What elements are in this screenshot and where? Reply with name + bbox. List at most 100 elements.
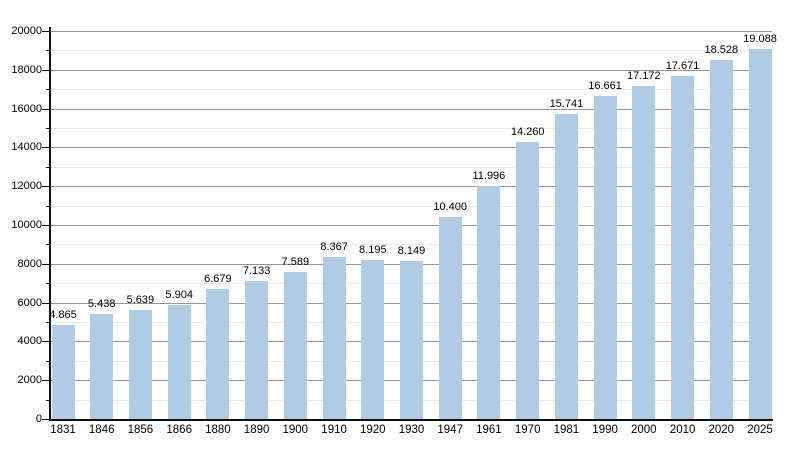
- bar: [516, 142, 540, 419]
- major-gridline: [51, 225, 772, 226]
- x-axis-tick-label: 1900: [282, 424, 309, 436]
- y-axis-major-tick: [42, 108, 50, 110]
- x-axis-tick-label: 1990: [592, 424, 618, 436]
- bar: [167, 304, 191, 419]
- y-axis-minor-tick: [46, 283, 50, 285]
- major-gridline: [51, 147, 772, 149]
- bar-value-label: 19.088: [743, 32, 777, 45]
- x-axis-tick-label: 1970: [514, 424, 541, 436]
- x-axis-tick-label: 1846: [88, 424, 115, 436]
- y-axis-minor-tick: [46, 360, 50, 362]
- bar: [361, 260, 385, 419]
- bar-value-label: 18.528: [704, 43, 739, 56]
- x-axis-tick-label: 2025: [747, 424, 773, 436]
- bar-value-label: 8.195: [359, 244, 387, 256]
- y-axis-minor-tick: [46, 322, 50, 323]
- bar: [554, 113, 578, 419]
- x-axis-tick-label: 1961: [476, 424, 502, 436]
- bar-value-label: 4.865: [49, 308, 77, 321]
- y-axis-major-tick: [42, 341, 50, 343]
- bar-value-label: 17.172: [626, 69, 661, 82]
- x-axis-tick-label: 1866: [166, 424, 192, 436]
- y-axis-minor-tick: [46, 244, 50, 246]
- bar: [206, 289, 230, 419]
- bar: [51, 324, 75, 419]
- x-axis-tick-label: 1890: [243, 424, 270, 436]
- bar-value-label: 7.589: [281, 255, 310, 268]
- bar: [400, 260, 423, 419]
- y-axis-major-tick: [42, 225, 50, 226]
- bar: [709, 59, 733, 419]
- y-axis-major-tick: [42, 147, 50, 149]
- bar-value-label: 16.661: [588, 79, 622, 92]
- major-gridline: [51, 69, 772, 71]
- minor-gridline: [51, 244, 772, 246]
- bar-value-label: 14.260: [510, 126, 545, 139]
- y-axis-tick-label: 10000: [11, 219, 42, 231]
- x-axis-tick-label: 1910: [321, 424, 347, 436]
- y-axis-minor-tick: [46, 166, 50, 168]
- y-axis-major-tick: [42, 263, 50, 265]
- x-axis-tick-label: 1947: [437, 424, 463, 436]
- minor-gridline: [51, 166, 772, 168]
- bar-value-label: 5.639: [126, 293, 155, 306]
- bar: [322, 256, 346, 419]
- x-axis-tick-label: 1981: [553, 424, 580, 436]
- y-axis-tick-label: 20000: [11, 25, 42, 37]
- x-axis-tick-label: 1930: [398, 424, 425, 436]
- y-axis-line: [49, 27, 51, 421]
- y-axis-major-tick: [42, 69, 50, 71]
- x-axis-tick-label: 1831: [50, 424, 76, 436]
- y-axis-major-tick: [42, 31, 50, 32]
- bar-value-label: 10.400: [433, 201, 468, 214]
- bar: [477, 186, 501, 419]
- y-axis-major-tick: [42, 419, 50, 420]
- y-axis-tick-label: 2000: [17, 374, 42, 387]
- x-axis-tick-label: 2000: [631, 424, 657, 436]
- x-axis-tick-label: 1880: [205, 424, 231, 436]
- bar: [438, 217, 462, 419]
- bar-value-label: 5.904: [165, 288, 193, 301]
- y-axis-major-tick: [42, 302, 50, 304]
- x-axis-tick-label: 2020: [708, 424, 735, 436]
- minor-gridline: [51, 128, 772, 129]
- x-axis-tick-label: 1856: [127, 424, 154, 436]
- y-axis-tick-label: 12000: [11, 180, 42, 193]
- bar: [748, 48, 772, 419]
- bar-value-label: 15.741: [549, 97, 584, 110]
- bar-value-label: 11.996: [472, 170, 506, 183]
- bar: [128, 309, 152, 419]
- x-axis-tick-label: 2010: [669, 424, 696, 436]
- y-axis-minor-tick: [46, 128, 50, 129]
- bar-value-label: 5.438: [87, 297, 116, 310]
- y-axis-tick-label: 6000: [17, 296, 42, 309]
- minor-gridline: [51, 89, 772, 91]
- minor-gridline: [51, 205, 772, 207]
- y-axis-minor-tick: [46, 89, 50, 91]
- bar: [593, 95, 617, 419]
- bar-value-label: 8.367: [320, 240, 348, 253]
- x-axis-tick-label: 1920: [360, 424, 386, 436]
- bar-value-label: 8.149: [397, 244, 426, 257]
- bar-value-label: 7.133: [242, 264, 271, 277]
- bar-value-label: 17.671: [665, 60, 700, 73]
- y-axis-major-tick: [42, 186, 50, 188]
- bar-value-label: 6.679: [204, 273, 232, 286]
- major-gridline: [51, 31, 772, 32]
- minor-gridline: [51, 50, 772, 52]
- y-axis-tick-label: 8000: [17, 257, 42, 270]
- y-axis-minor-tick: [46, 205, 50, 207]
- bar: [245, 280, 269, 419]
- y-axis-minor-tick: [46, 50, 50, 52]
- major-gridline: [51, 186, 772, 188]
- bar: [283, 271, 307, 419]
- x-axis-line: [49, 419, 773, 421]
- bar: [632, 85, 656, 419]
- y-axis-tick-label: 0: [35, 413, 42, 425]
- bar: [90, 313, 114, 419]
- y-axis-major-tick: [42, 380, 50, 382]
- major-gridline: [51, 108, 772, 110]
- y-axis-tick-label: 4000: [17, 335, 42, 348]
- y-axis-minor-tick: [46, 399, 50, 401]
